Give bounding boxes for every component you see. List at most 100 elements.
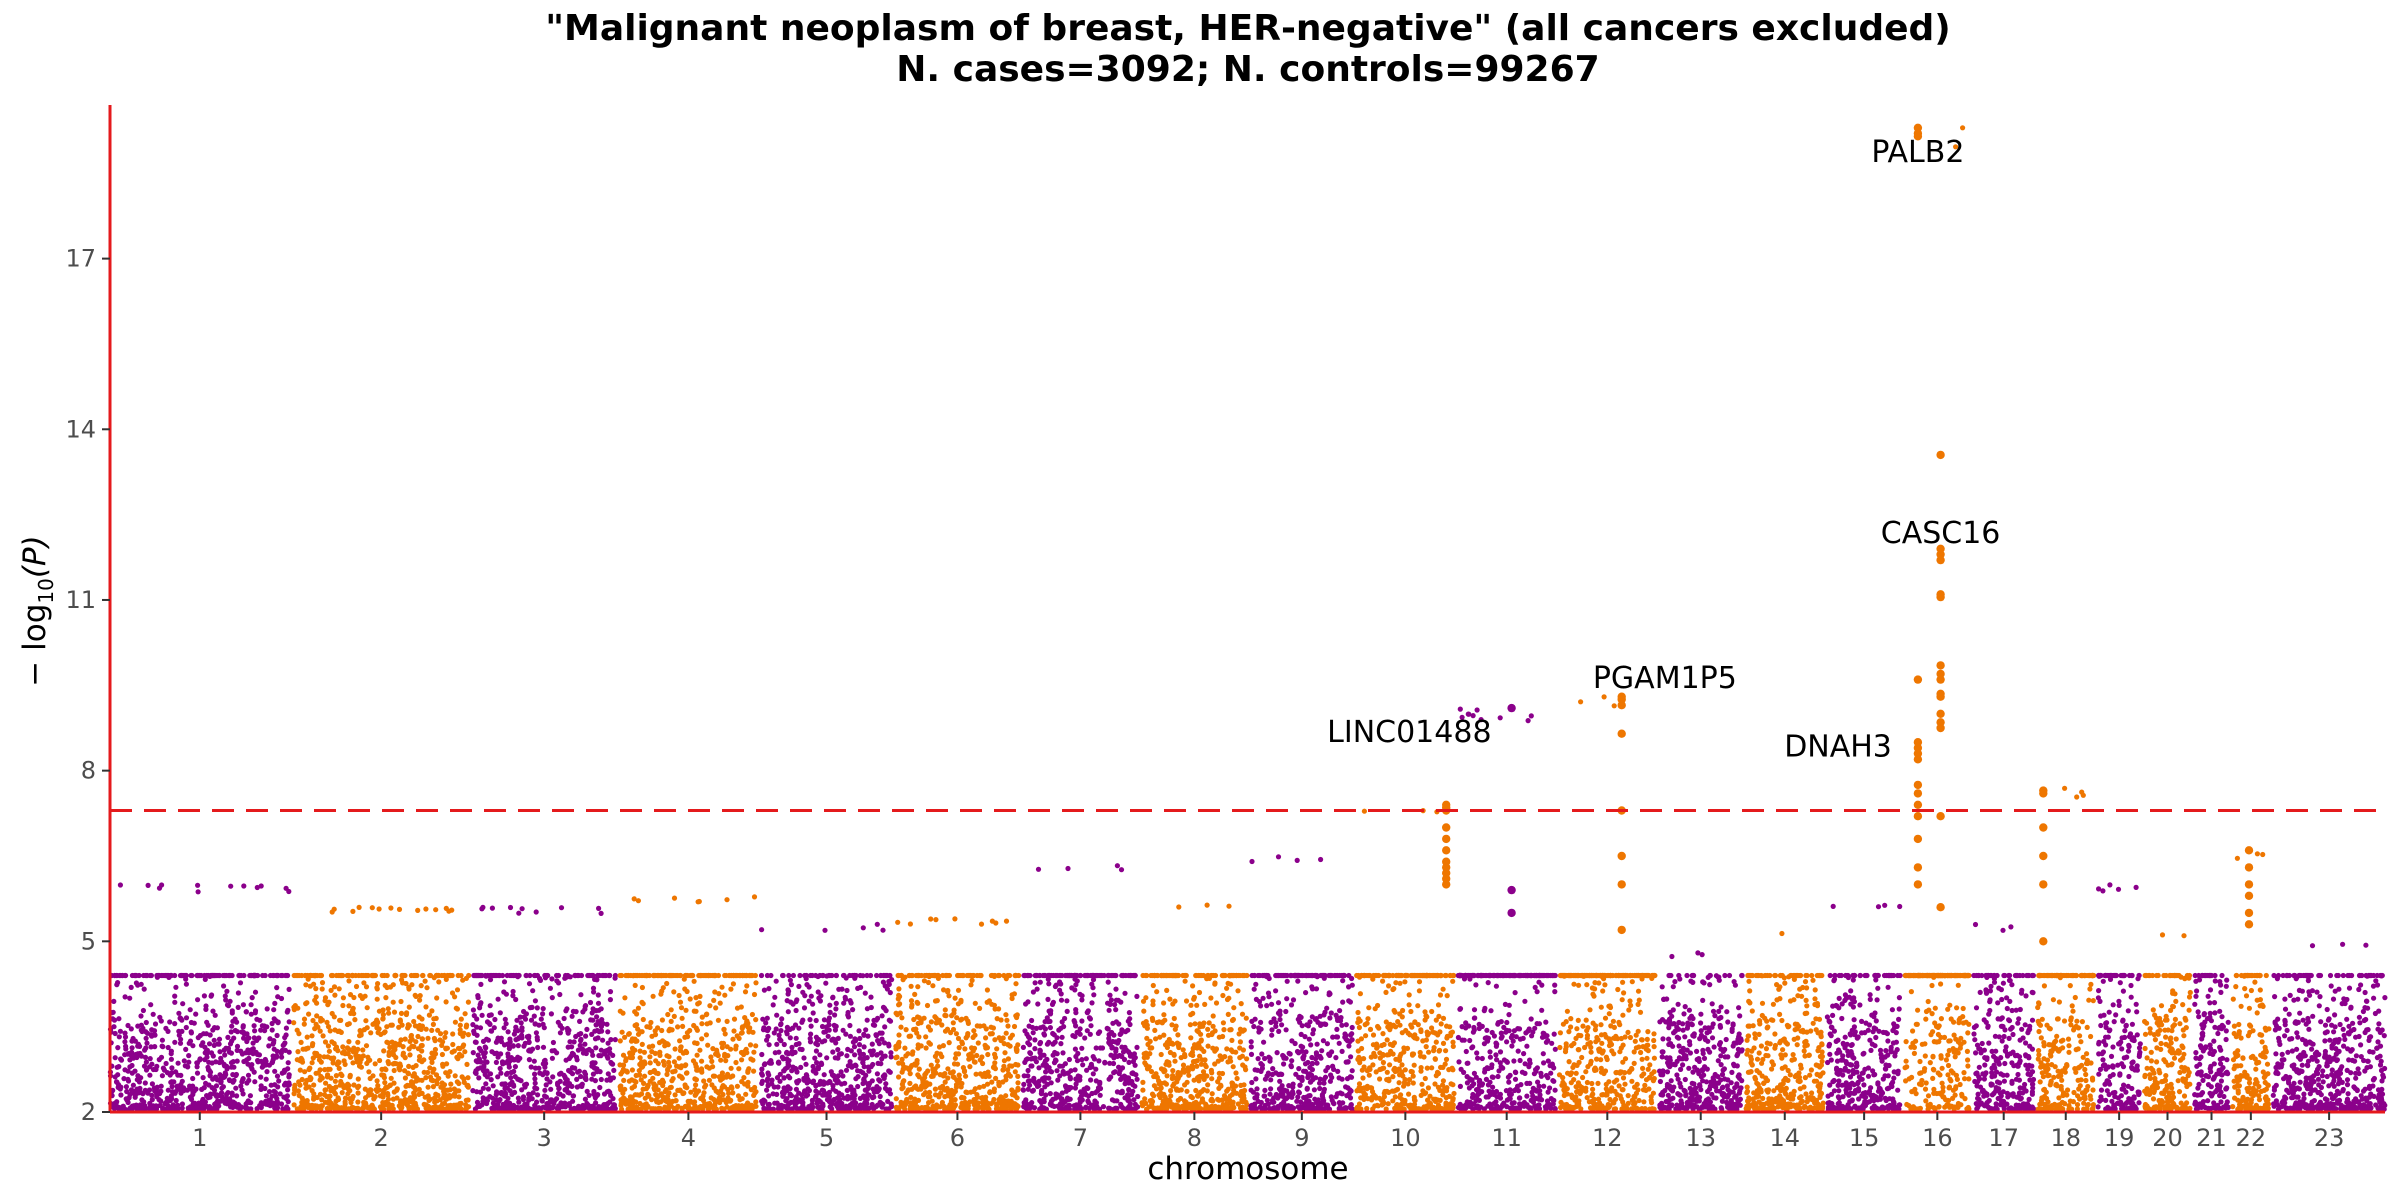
snp-point [286,1019,292,1025]
snp-point [228,1100,234,1106]
snp-point [318,1073,324,1080]
snp-point [271,1007,277,1013]
snp-point [1115,997,1121,1003]
snp-point [137,1043,143,1049]
snp-point [241,883,247,889]
snp-point [152,1044,158,1050]
snp-point [266,1043,272,1049]
snp-point [1243,1015,1249,1021]
snp-point [1013,981,1019,987]
snp-point [379,1072,385,1078]
snp-point [486,1012,492,1019]
snp-point [226,972,232,979]
snp-point [251,1035,257,1041]
snp-point [566,1067,572,1074]
snp-point [983,1045,989,1051]
snp-point [705,1042,711,1048]
snp-point [229,1090,235,1096]
snp-point [360,972,366,979]
snp-point [699,1021,705,1027]
snp-point [301,1106,307,1112]
snp-point [187,1038,194,1044]
snp-point [1106,1007,1112,1013]
snp-point [245,1072,252,1078]
snp-point [1030,1087,1036,1093]
snp-point [485,1037,491,1043]
snp-point [746,972,753,979]
snp-point [336,972,342,979]
snp-point [403,1011,409,1018]
snp-point [432,1051,439,1057]
snp-point [582,1096,589,1102]
snp-point [310,1017,316,1024]
snp-point [1198,1061,1204,1067]
snp-point [1090,985,1096,991]
snp-point [1225,1011,1231,1018]
snp-point [505,1095,511,1101]
snp-point [942,1012,948,1019]
snp-point [950,1105,956,1111]
snp-point [1087,1016,1093,1022]
snp-point [534,1005,540,1011]
snp-point [766,1060,772,1066]
snp-point [1125,972,1132,979]
snp-point [896,986,902,992]
snp-point [776,1032,782,1038]
snp-point [426,1104,432,1110]
snp-point [451,1048,457,1054]
snp-point [430,1069,436,1075]
snp-point [751,1092,757,1098]
snp-point [392,972,398,979]
snp-point [953,1051,959,1057]
snp-point [299,972,305,979]
snp-point [1116,1021,1122,1027]
snp-point [697,1104,703,1110]
snp-point [465,999,471,1005]
snp-point [336,1065,342,1071]
snp-point [1097,1079,1103,1085]
snp-point [924,1002,931,1009]
snp-point [835,1073,841,1079]
snp-point [285,1060,291,1066]
snp-point [927,1081,933,1087]
snp-point [574,1076,580,1082]
snp-point [782,1066,789,1072]
snp-point [595,1035,601,1041]
snp-point [232,1016,238,1022]
snp-point [329,1085,335,1092]
snp-point [621,1077,627,1083]
snp-point [317,1091,323,1097]
snp-point [465,1097,471,1103]
snp-point [331,906,337,912]
snp-point [183,1024,189,1031]
snp-point [860,1070,866,1076]
snp-point [1021,1104,1027,1110]
snp-point [601,1091,608,1097]
snp-point [418,983,424,989]
snp-point [819,1039,825,1045]
snp-point [364,1025,370,1031]
snp-point [286,1049,292,1055]
snp-point [658,991,664,997]
snp-point [274,1032,280,1039]
snp-point [328,987,334,994]
snp-point [443,999,449,1005]
snp-point [193,1086,199,1092]
snp-point [715,972,722,979]
snp-point [633,1105,639,1111]
snp-point [916,1066,922,1072]
snp-point [449,972,455,979]
snp-point [573,1009,579,1015]
snp-point [733,1103,739,1109]
snp-point [774,1012,780,1018]
snp-point [550,1074,556,1080]
snp-point [354,1056,360,1062]
snp-point [662,1104,668,1110]
snp-point [569,1044,575,1050]
snp-point [942,1094,948,1100]
snp-point [198,1106,204,1112]
snp-point [358,1056,364,1062]
snp-point [1032,1037,1038,1043]
snp-point [678,1074,684,1080]
snp-point [439,1042,445,1048]
